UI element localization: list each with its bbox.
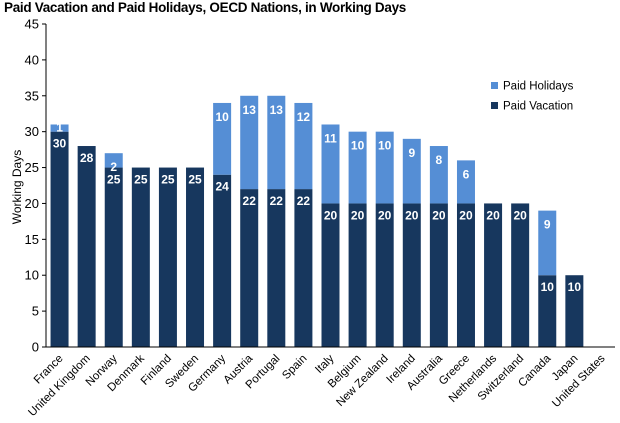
bar-paid-vacation xyxy=(348,203,367,347)
data-label-paid-holidays: 8 xyxy=(436,153,443,167)
data-label-paid-vacation: 20 xyxy=(405,208,419,222)
legend-swatch xyxy=(491,102,498,109)
y-tick-label: 30 xyxy=(25,124,39,139)
bar-paid-vacation xyxy=(240,189,259,347)
bar-paid-vacation xyxy=(158,167,177,347)
legend-label: Paid Vacation xyxy=(503,101,573,113)
bar-paid-vacation xyxy=(429,203,448,347)
bar-paid-vacation xyxy=(131,167,150,347)
data-label-paid-vacation: 0 xyxy=(598,325,605,339)
data-label-paid-holidays: 10 xyxy=(215,110,229,124)
y-tick-label: 0 xyxy=(32,340,39,355)
y-axis: 0 5 10 15 20 25 30 35 40 45 xyxy=(25,17,47,355)
data-label-paid-vacation: 25 xyxy=(161,173,175,187)
y-axis-title: Working Days xyxy=(10,150,24,224)
data-label-paid-holidays: 9 xyxy=(544,218,551,232)
bar-paid-vacation xyxy=(565,275,584,347)
data-label-paid-vacation: 25 xyxy=(188,173,202,187)
data-label-paid-vacation: 20 xyxy=(324,208,338,222)
bar-paid-vacation xyxy=(186,167,205,347)
legend-swatch xyxy=(491,82,498,89)
y-tick-label: 35 xyxy=(25,88,39,103)
y-tick-label: 10 xyxy=(25,268,39,283)
data-label-paid-vacation: 10 xyxy=(541,280,555,294)
chart-title: Paid Vacation and Paid Holidays, OECD Na… xyxy=(4,0,406,15)
bar-paid-holidays xyxy=(375,131,394,204)
data-label-paid-holidays: 6 xyxy=(463,167,470,181)
data-label-paid-vacation: 22 xyxy=(243,194,257,208)
y-tick-label: 40 xyxy=(25,52,39,67)
data-label-paid-vacation: 20 xyxy=(486,208,500,222)
bar-paid-vacation xyxy=(538,275,557,347)
bar-paid-vacation xyxy=(402,203,421,347)
data-label-paid-holidays: 1 xyxy=(56,121,63,135)
x-category-label: Spain xyxy=(280,353,309,382)
bar-paid-vacation xyxy=(484,203,503,347)
data-label-paid-holidays: 12 xyxy=(297,110,311,124)
bar-paid-holidays xyxy=(321,124,340,204)
bar-paid-vacation xyxy=(267,189,286,347)
bar-paid-holidays xyxy=(240,95,259,190)
bar-paid-holidays xyxy=(538,210,557,276)
data-label-paid-holidays: 9 xyxy=(408,146,415,160)
data-label-paid-holidays: 10 xyxy=(378,139,392,153)
bar-paid-vacation xyxy=(294,189,313,347)
bar-paid-holidays xyxy=(429,146,448,204)
data-label-paid-holidays: 13 xyxy=(243,103,257,117)
data-label-paid-vacation: 22 xyxy=(297,194,311,208)
legend-label: Paid Holidays xyxy=(503,81,574,93)
bar-paid-vacation xyxy=(321,203,340,347)
data-label-paid-holidays: 10 xyxy=(351,139,365,153)
bar-paid-vacation xyxy=(50,131,69,347)
data-label-paid-vacation: 25 xyxy=(134,173,148,187)
bar-paid-vacation xyxy=(456,203,475,347)
bar-paid-vacation xyxy=(375,203,394,347)
y-tick-label: 25 xyxy=(25,160,39,175)
bar-paid-holidays xyxy=(213,102,232,175)
bar-paid-vacation xyxy=(104,167,123,347)
data-label-paid-vacation: 25 xyxy=(107,173,121,187)
data-label-paid-vacation: 20 xyxy=(351,208,365,222)
data-label-paid-vacation: 10 xyxy=(568,280,582,294)
x-category-label: Italy xyxy=(313,352,337,376)
bar-paid-vacation xyxy=(511,203,530,347)
data-label-paid-holidays: 2 xyxy=(110,160,117,174)
data-label-paid-vacation: 22 xyxy=(270,194,284,208)
y-tick-label: 20 xyxy=(25,196,39,211)
bar-paid-holidays xyxy=(104,153,123,168)
data-label-paid-holidays: 11 xyxy=(324,131,337,145)
data-label-paid-vacation: 20 xyxy=(432,208,446,222)
bar-paid-vacation xyxy=(213,174,232,347)
legend: Paid Holidays Paid Vacation xyxy=(491,81,574,113)
bar-paid-holidays xyxy=(402,138,421,204)
bar-paid-holidays xyxy=(456,160,475,204)
y-tick-label: 45 xyxy=(25,17,39,32)
data-label-paid-vacation: 24 xyxy=(215,180,229,194)
data-label-paid-vacation: 30 xyxy=(53,137,67,151)
data-label-paid-vacation: 20 xyxy=(459,208,473,222)
bar-paid-holidays xyxy=(267,95,286,190)
data-label-paid-vacation: 28 xyxy=(80,151,94,165)
y-tick-label: 5 xyxy=(32,304,39,319)
data-label-paid-holidays: 13 xyxy=(270,103,284,117)
bar-paid-holidays xyxy=(294,102,313,190)
y-tick-label: 15 xyxy=(25,232,39,247)
bar-paid-vacation xyxy=(77,146,96,347)
bar-paid-holidays xyxy=(348,131,367,204)
bar-paid-holidays xyxy=(50,124,69,132)
data-label-paid-vacation: 20 xyxy=(513,208,527,222)
data-label-paid-vacation: 20 xyxy=(378,208,392,222)
